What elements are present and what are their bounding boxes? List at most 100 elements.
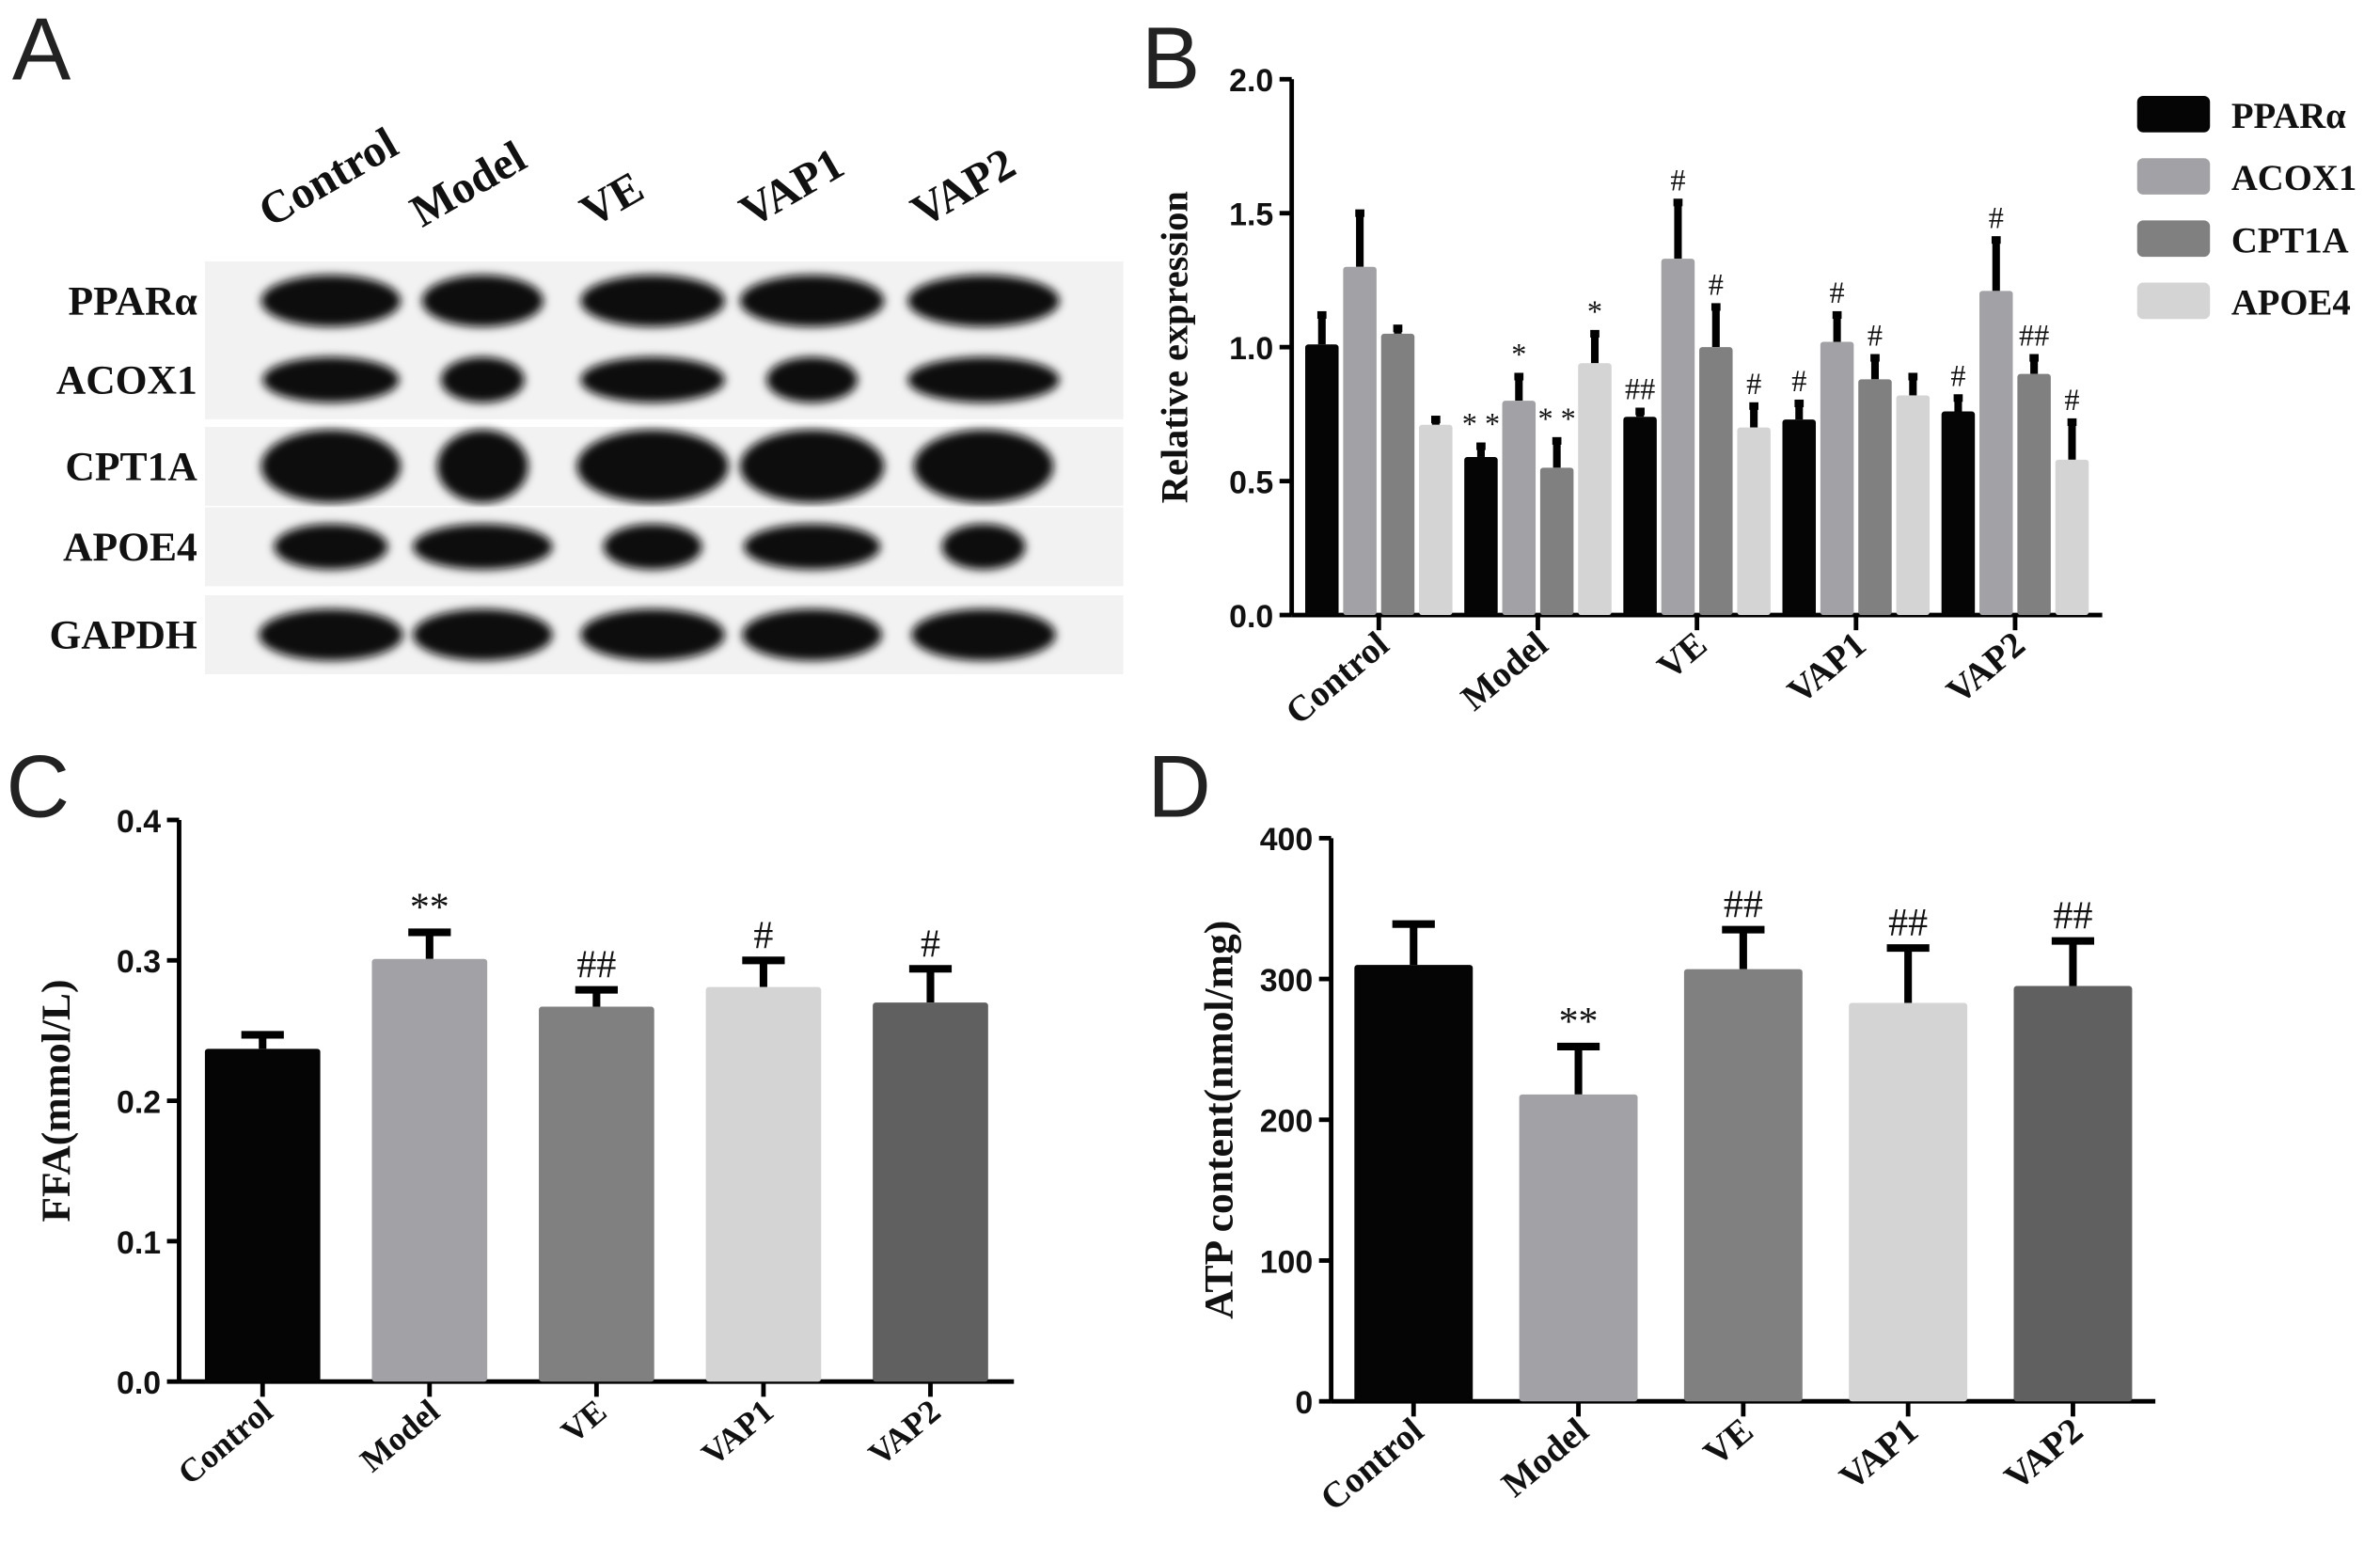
blot-band xyxy=(260,275,402,327)
x-tick-label: Control xyxy=(1313,1411,1431,1520)
x-tick-label: Model xyxy=(1454,623,1556,718)
y-tick-label: 300 xyxy=(1260,963,1314,999)
bar xyxy=(1354,965,1474,1402)
y-axis-label: ATP content(nmol/mg) xyxy=(1197,921,1242,1319)
y-tick-label: 2.0 xyxy=(1229,63,1273,99)
y-tick-label: 100 xyxy=(1260,1244,1314,1280)
significance-mark: # xyxy=(2064,383,2079,417)
blot-band xyxy=(440,356,525,403)
x-tick-label: Control xyxy=(170,1392,279,1491)
x-tick-label: VAP2 xyxy=(1997,1411,2091,1498)
blot-band xyxy=(743,524,881,570)
blot-band xyxy=(260,430,402,503)
significance-mark: * xyxy=(1587,294,1602,328)
y-tick-label: 0.1 xyxy=(117,1225,161,1261)
significance-mark: # xyxy=(1670,163,1685,197)
bar xyxy=(1941,411,1976,616)
y-tick-label: 400 xyxy=(1260,822,1314,858)
x-tick-label: VAP2 xyxy=(861,1392,948,1473)
bar xyxy=(1464,456,1498,616)
panel-label-d: D xyxy=(1147,737,1211,836)
significance-mark: # xyxy=(1746,367,1761,401)
significance-mark: # xyxy=(1709,268,1724,302)
blot-protein-label: ACOX1 xyxy=(56,357,197,402)
blot-band xyxy=(274,524,388,570)
significance-mark: ## xyxy=(576,944,616,987)
legend-label: APOE4 xyxy=(2231,282,2351,323)
chart-d-atp: 0 100 200 300 400 ATP content(nmol/mg) Control… xyxy=(1197,822,2156,1520)
y-tick-label: 0.2 xyxy=(117,1085,161,1121)
bar xyxy=(1782,419,1817,616)
blot-band xyxy=(913,430,1054,503)
y-axis-label: Relative expression xyxy=(1153,191,1195,503)
blot-lane-label: VAP1 xyxy=(732,138,852,237)
y-tick-label: 0 xyxy=(1295,1385,1313,1421)
bar xyxy=(539,1006,654,1382)
legend-swatch xyxy=(2136,158,2211,195)
bar xyxy=(204,1049,321,1382)
significance-mark: * xyxy=(1511,338,1526,371)
panel-label-b: B xyxy=(1142,8,1200,107)
blot-lane-label: VE xyxy=(573,162,653,237)
bar xyxy=(1699,347,1733,616)
significance-mark: ## xyxy=(2019,319,2049,353)
blot-band xyxy=(576,430,729,503)
blot-band xyxy=(436,430,528,503)
significance-mark: ** xyxy=(1559,1001,1599,1044)
y-axis-label: FFA(mmol/L) xyxy=(34,980,79,1222)
legend-label: CPT1A xyxy=(2231,220,2349,260)
significance-mark: # xyxy=(1868,319,1883,353)
significance-mark: # xyxy=(1950,358,1965,392)
y-tick-label: 0.0 xyxy=(1229,599,1273,635)
blot-band xyxy=(766,356,858,403)
blot-lane-label: VAP2 xyxy=(903,138,1023,237)
bar xyxy=(1737,427,1771,616)
bar xyxy=(1849,1002,1968,1402)
blot-band xyxy=(259,608,403,661)
y-tick-label: 1.0 xyxy=(1229,331,1273,367)
blot-band xyxy=(421,275,544,327)
bar xyxy=(1820,341,1854,616)
bar xyxy=(1858,379,1892,616)
x-tick-label: Model xyxy=(1494,1411,1597,1506)
bar xyxy=(1519,1094,1638,1402)
y-tick-label: 0.0 xyxy=(117,1365,161,1401)
legend-swatch xyxy=(2136,282,2211,320)
blot-protein-label: CPT1A xyxy=(65,444,197,489)
bar xyxy=(2013,985,2133,1402)
bar xyxy=(2017,373,2051,616)
x-tick-label: VE xyxy=(1649,624,1714,688)
chart-c-ffa: 0.0 0.1 0.2 0.3 0.4 FFA(mmol/L) Control Model **… xyxy=(34,804,1015,1491)
blot-band xyxy=(580,608,725,661)
bar xyxy=(1419,424,1453,616)
legend-swatch xyxy=(2136,96,2211,133)
panel-label-a: A xyxy=(12,0,71,98)
legend-label: ACOX1 xyxy=(2231,158,2356,198)
bar xyxy=(1380,333,1415,616)
bar xyxy=(705,986,822,1382)
bar xyxy=(1343,266,1377,616)
x-tick-label: Control xyxy=(1278,623,1396,733)
legend-label: PPARα xyxy=(2231,96,2346,136)
blot-band xyxy=(413,608,553,661)
bar xyxy=(1661,259,1695,616)
blot-band xyxy=(739,430,885,503)
significance-mark: # xyxy=(1830,276,1845,309)
y-tick-label: 0.5 xyxy=(1229,465,1273,501)
blot-band xyxy=(739,275,885,327)
y-tick-label: 0.4 xyxy=(117,804,161,840)
y-tick-label: 200 xyxy=(1260,1104,1314,1140)
significance-mark: # xyxy=(1989,200,2004,234)
blot-band xyxy=(907,275,1060,327)
bar xyxy=(1578,363,1612,616)
bar xyxy=(1896,395,1931,616)
bar xyxy=(1502,401,1537,616)
bar xyxy=(1683,969,1803,1402)
significance-mark: # xyxy=(921,922,940,966)
blot-band xyxy=(262,356,400,403)
significance-mark: ## xyxy=(1724,884,1763,927)
x-tick-label: VAP2 xyxy=(1939,624,2033,712)
significance-mark: * * xyxy=(1462,407,1500,441)
